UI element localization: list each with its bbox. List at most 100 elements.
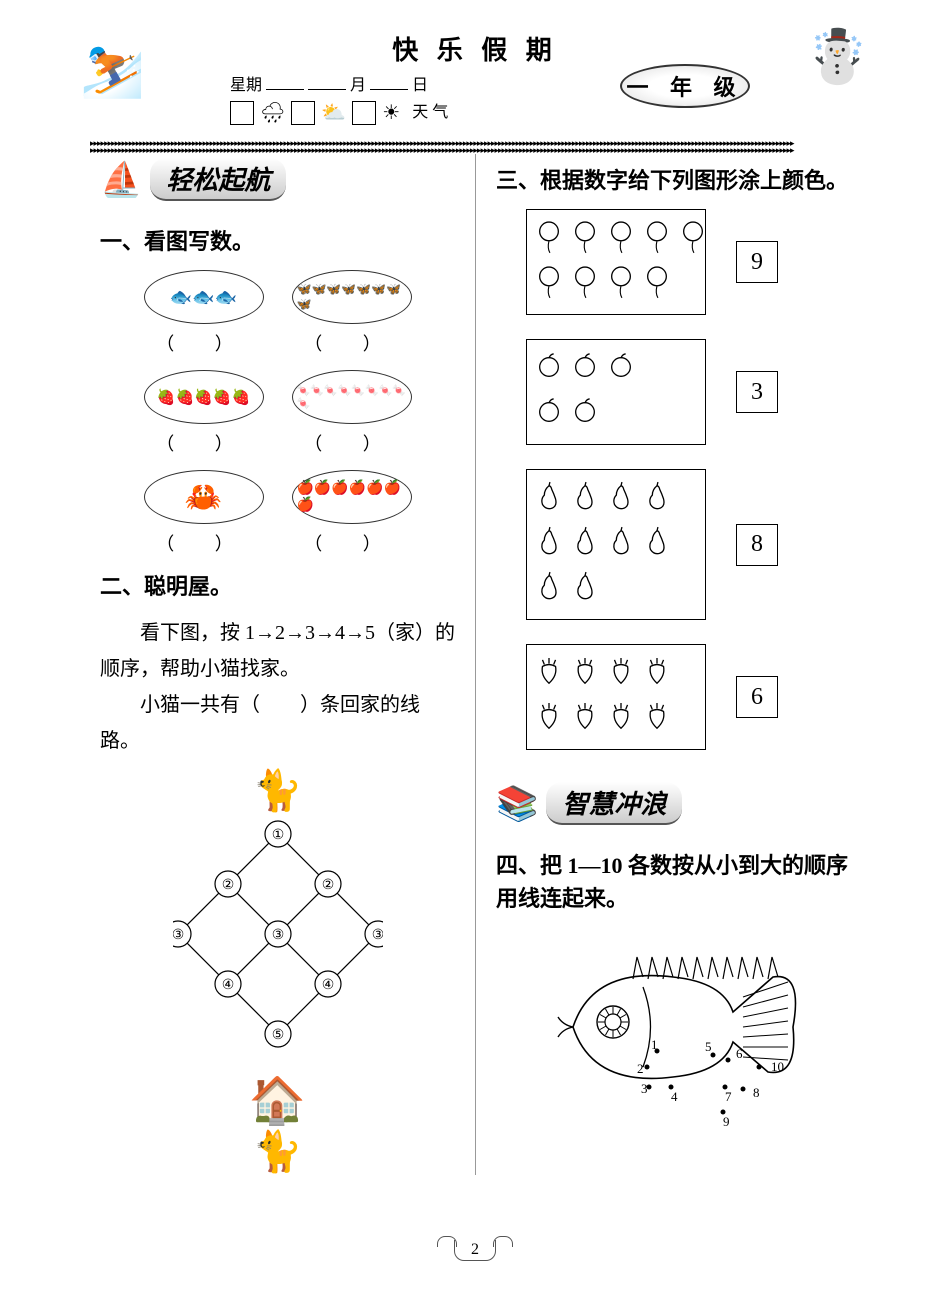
q3-number-box: 6	[736, 676, 778, 718]
svg-text:7: 7	[725, 1089, 732, 1104]
q3-shape-apple[interactable]	[571, 350, 599, 389]
header-divider: ▸▸▸▸▸▸▸▸▸▸▸▸▸▸▸▸▸▸▸▸▸▸▸▸▸▸▸▸▸▸▸▸▸▸▸▸▸▸▸▸…	[90, 140, 860, 154]
q3-number-box: 8	[736, 524, 778, 566]
grade-badge: 一 年 级	[620, 64, 750, 108]
q3-shape-balloon[interactable]	[571, 220, 599, 259]
sunny-icon: ☀	[382, 103, 400, 123]
page-title: 快 乐 假 期	[90, 30, 860, 67]
q3-shape-balloon[interactable]	[535, 265, 563, 304]
svg-text:5: 5	[705, 1039, 712, 1054]
svg-text:1: 1	[651, 1037, 658, 1052]
svg-text:10: 10	[771, 1059, 784, 1074]
q3-shape-balloon[interactable]	[679, 220, 707, 259]
books-icon: 📚	[496, 784, 538, 824]
q4-fish-diagram[interactable]: 12345678910	[523, 927, 823, 1127]
svg-text:⑤: ⑤	[271, 1028, 284, 1043]
day-suffix: 日	[412, 77, 428, 94]
svg-text:②: ②	[321, 878, 334, 893]
q1-answer-paren[interactable]: （ ）	[144, 430, 264, 456]
q1-grid: 🐟🐟🐟🦋🦋🦋🦋🦋🦋🦋🦋（ ）（ ）🍓🍓🍓🍓🍓🍬🍬🍬🍬🍬🍬🍬🍬🍬（ ）（ ）🦀🍎🍎…	[100, 270, 455, 556]
q3-shape-pear[interactable]	[643, 480, 671, 519]
q3-shape-pear[interactable]	[607, 525, 635, 564]
q3-shape-apple[interactable]	[535, 395, 563, 434]
q3-shape-apple[interactable]	[607, 350, 635, 389]
q3-shape-pear[interactable]	[607, 480, 635, 519]
q1-oval: 🦋🦋🦋🦋🦋🦋🦋🦋	[292, 270, 412, 324]
q3-heading: 三、根据数字给下列图形涂上颜色。	[496, 164, 850, 197]
svg-text:④: ④	[321, 978, 334, 993]
day-blank[interactable]	[370, 78, 408, 90]
q3-number-box: 3	[736, 371, 778, 413]
weather-checkbox-sunny[interactable]	[352, 101, 376, 125]
header-decoration-right: ☃️	[805, 26, 870, 87]
page-number: 2	[454, 1240, 496, 1261]
q3-shape-apple[interactable]	[535, 350, 563, 389]
q3-shape-pear[interactable]	[571, 480, 599, 519]
section-banner-wisdom: 📚 智慧冲浪	[496, 782, 682, 825]
q3-shape-pear[interactable]	[571, 570, 599, 609]
banner-label-wisdom: 智慧冲浪	[546, 782, 682, 825]
header-decoration-left: ⛷️	[80, 40, 145, 101]
rain-icon: 🌧	[260, 103, 285, 123]
q3-shape-balloon[interactable]	[607, 220, 635, 259]
q1-oval: 🐟🐟🐟	[144, 270, 264, 324]
q2-line2: 小猫一共有（ ）条回家的线路。	[100, 687, 455, 759]
q3-shape-strawberry[interactable]	[571, 700, 599, 739]
q3-shape-box[interactable]	[526, 339, 706, 445]
svg-text:④: ④	[221, 978, 234, 993]
svg-text:③: ③	[173, 928, 184, 943]
q3-shape-strawberry[interactable]	[607, 700, 635, 739]
q1-answer-paren[interactable]: （ ）	[144, 530, 264, 556]
weather-line: 🌧 ⛅ ☀ 天 气	[230, 101, 860, 125]
q3-shape-balloon[interactable]	[607, 265, 635, 304]
q3-shape-strawberry[interactable]	[607, 655, 635, 694]
q4-heading: 四、把 1—10 各数按从小到大的顺序用线连起来。	[496, 849, 850, 915]
svg-text:2: 2	[637, 1061, 644, 1076]
house-icon: 🏠	[249, 1074, 306, 1128]
q3-list: 9 3 8 6	[496, 209, 850, 750]
cat-icon-bottom: 🐈	[253, 1128, 303, 1175]
q3-shape-strawberry[interactable]	[571, 655, 599, 694]
q3-shape-balloon[interactable]	[643, 265, 671, 304]
q3-shape-strawberry[interactable]	[643, 700, 671, 739]
right-column: 三、根据数字给下列图形涂上颜色。 9 3 8 6 📚 智慧冲浪 四、把 1—10 各数…	[475, 154, 860, 1175]
q3-shape-box[interactable]	[526, 644, 706, 750]
q3-shape-box[interactable]	[526, 469, 706, 620]
cat-icon-top: 🐈	[253, 767, 303, 814]
q2-heading: 二、聪明屋。	[100, 570, 455, 603]
q3-shape-pear[interactable]	[535, 525, 563, 564]
q1-heading: 一、看图写数。	[100, 225, 455, 258]
weekday-label: 星期	[230, 77, 262, 94]
q3-shape-strawberry[interactable]	[535, 655, 563, 694]
q3-shape-pear[interactable]	[535, 480, 563, 519]
page-number-value: 2	[454, 1240, 496, 1261]
q3-shape-balloon[interactable]	[571, 265, 599, 304]
q3-shape-apple[interactable]	[571, 395, 599, 434]
q1-answer-paren[interactable]: （ ）	[144, 330, 264, 356]
worksheet-header: ⛷️ ☃️ 快 乐 假 期 星期 月 日 🌧 ⛅ ☀ 天 气 一 年 级	[90, 30, 860, 140]
weekday-blank[interactable]	[266, 78, 304, 90]
q1-oval: 🍓🍓🍓🍓🍓	[144, 370, 264, 424]
q1-answer-paren[interactable]: （ ）	[292, 430, 412, 456]
sailboat-icon: ⛵	[100, 160, 142, 200]
q3-shape-pear[interactable]	[571, 525, 599, 564]
q3-shape-strawberry[interactable]	[643, 655, 671, 694]
q3-shape-pear[interactable]	[535, 570, 563, 609]
q3-shape-balloon[interactable]	[535, 220, 563, 259]
svg-text:3: 3	[641, 1081, 648, 1096]
q3-shape-strawberry[interactable]	[535, 700, 563, 739]
q3-shape-box[interactable]	[526, 209, 706, 315]
weather-checkbox-rain[interactable]	[230, 101, 254, 125]
q1-answer-paren[interactable]: （ ）	[292, 530, 412, 556]
svg-text:①: ①	[271, 828, 284, 843]
svg-text:②: ②	[221, 878, 234, 893]
svg-text:9: 9	[723, 1114, 730, 1127]
q2-diagram-wrap: 🐈 ①②②③③③④④⑤ 🏠 🐈	[100, 767, 455, 1175]
q3-shape-balloon[interactable]	[643, 220, 671, 259]
q3-number-box: 9	[736, 241, 778, 283]
weather-checkbox-cloudy[interactable]	[291, 101, 315, 125]
q3-shape-pear[interactable]	[643, 525, 671, 564]
q1-answer-paren[interactable]: （ ）	[292, 330, 412, 356]
q3-item: 6	[526, 644, 850, 750]
month-blank[interactable]	[308, 78, 346, 90]
